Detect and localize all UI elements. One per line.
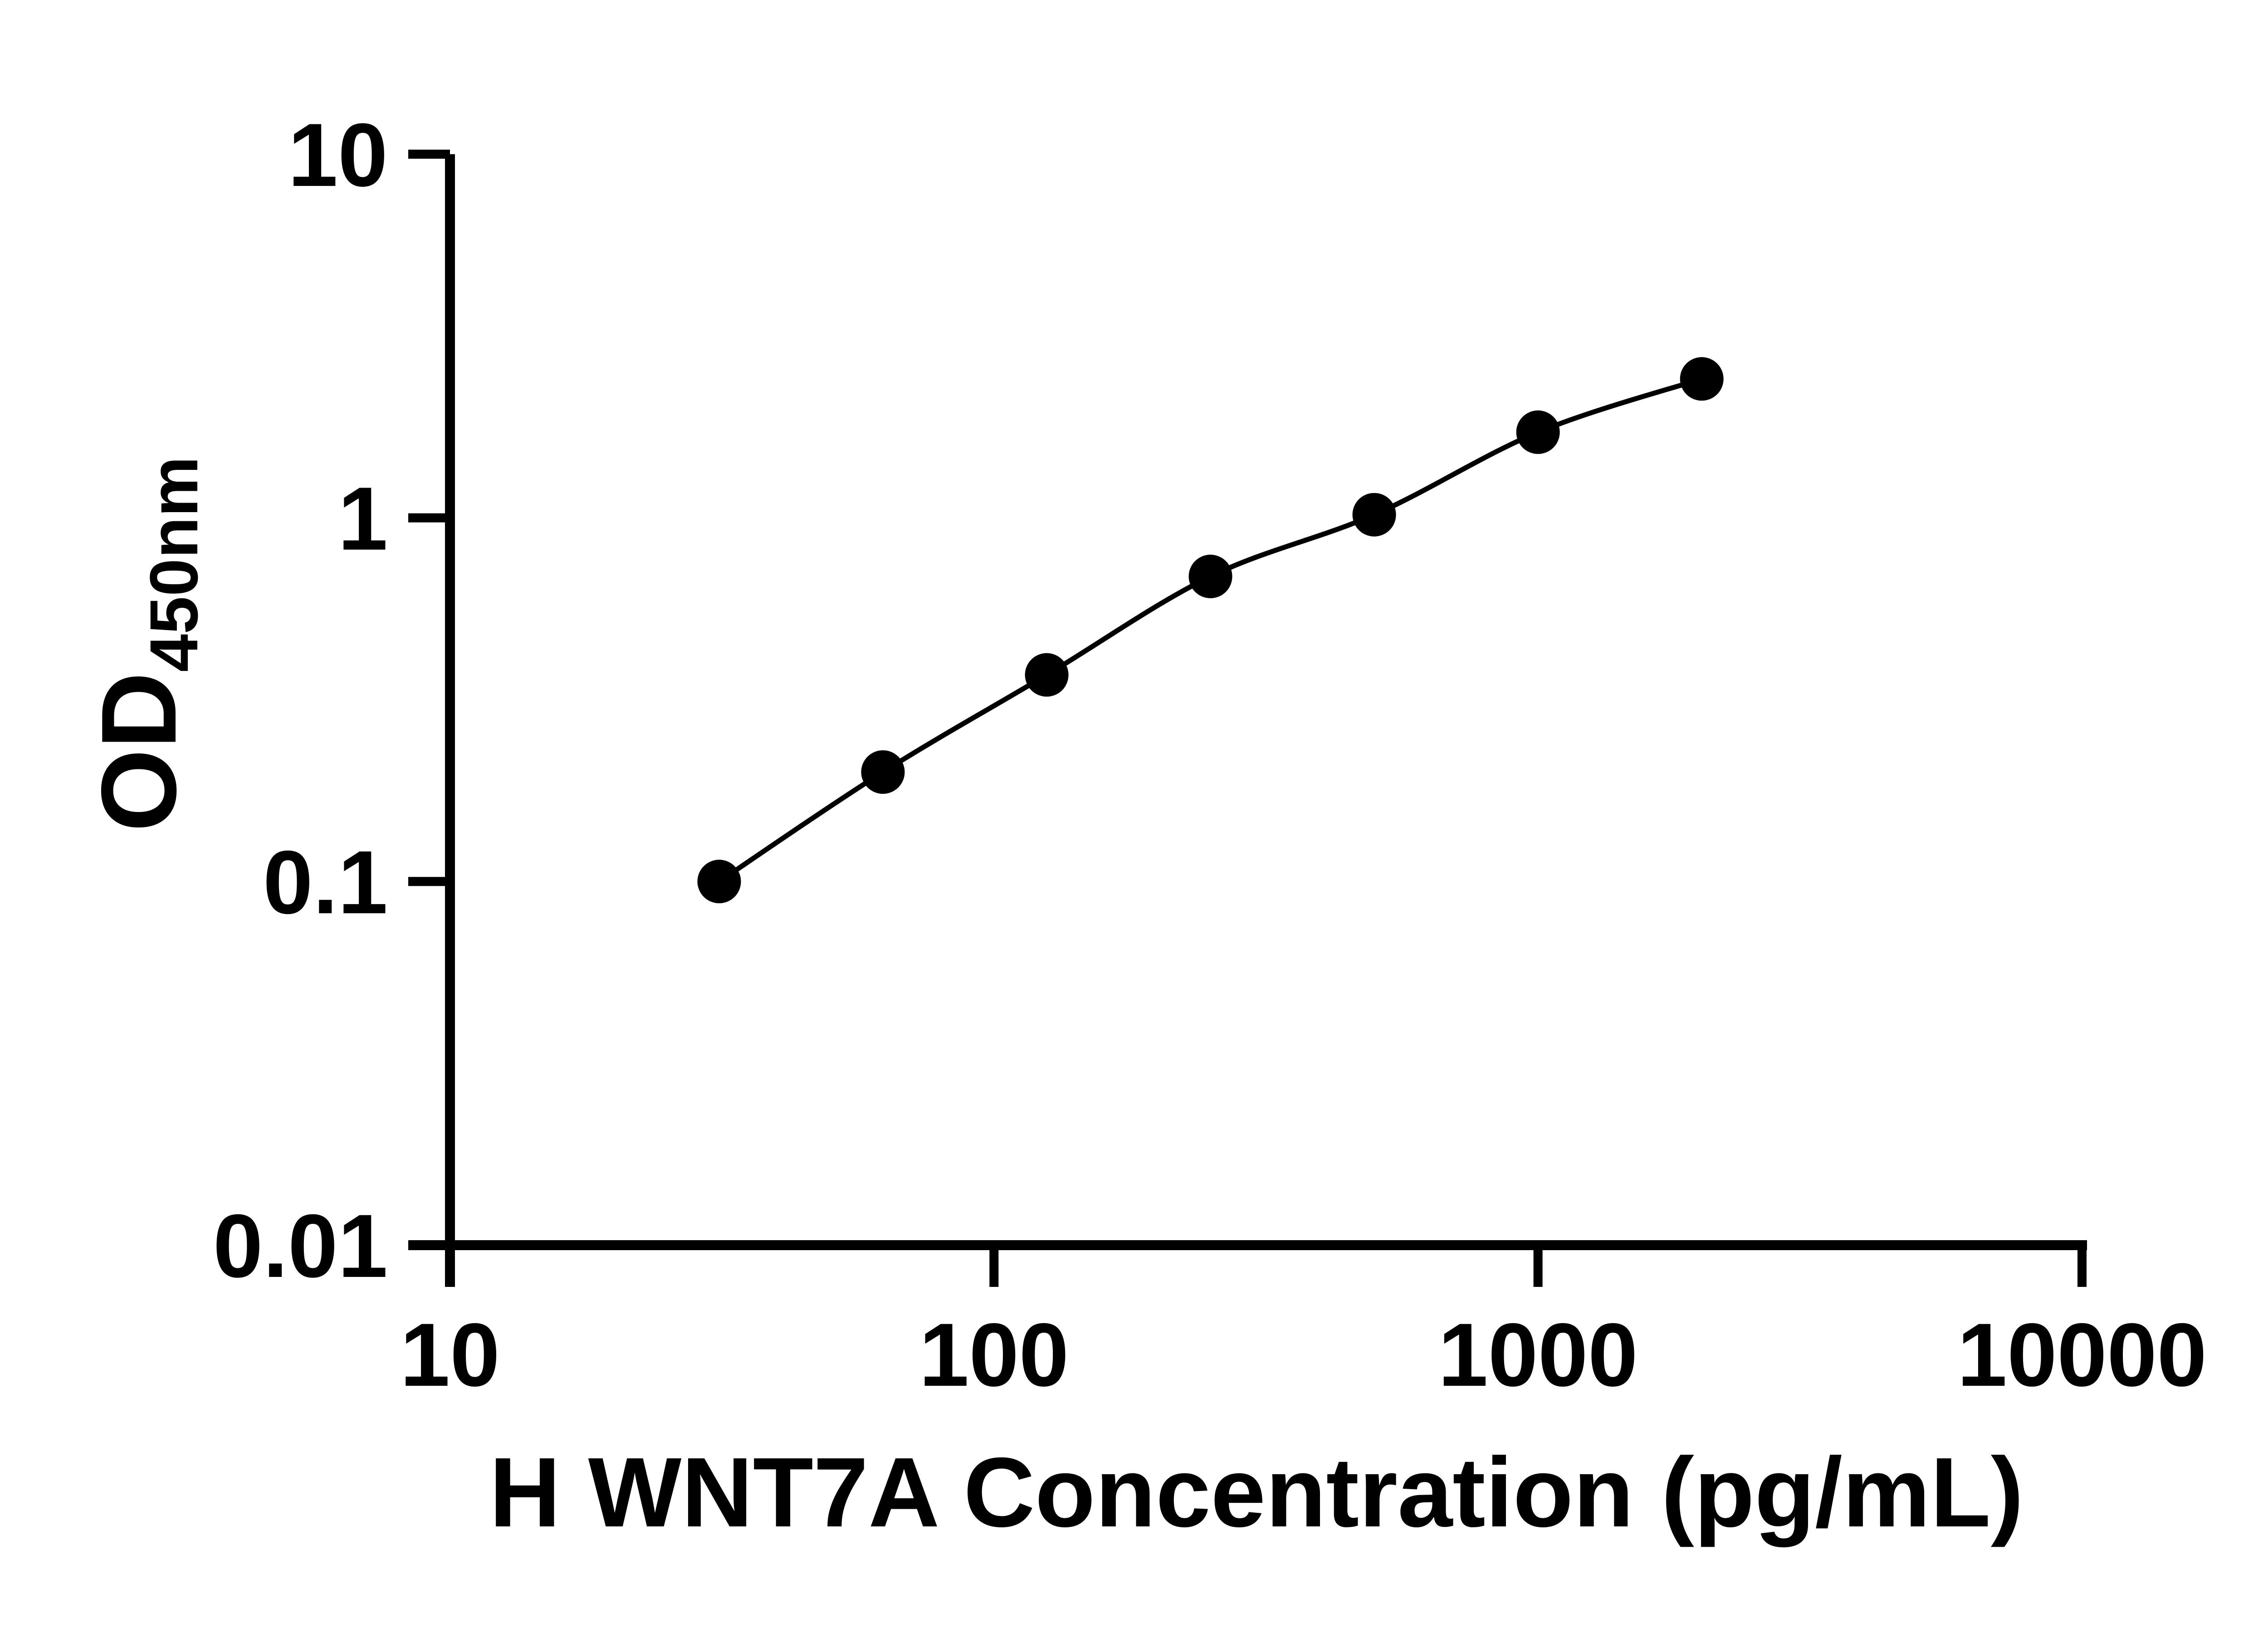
tick-labels: 10 100 1000 10000 10 1 0.1 0.01 bbox=[213, 105, 2207, 1405]
y-tick-label: 0.1 bbox=[263, 832, 388, 932]
data-point-marker bbox=[697, 860, 741, 904]
y-tick-label: 1 bbox=[338, 469, 388, 569]
data-points bbox=[697, 357, 1724, 904]
tick-marks bbox=[408, 149, 2087, 1287]
data-point-marker bbox=[1516, 410, 1560, 454]
y-axis-title-main: OD bbox=[79, 672, 198, 832]
y-tick-label: 10 bbox=[288, 105, 388, 205]
data-point-marker bbox=[1025, 653, 1069, 697]
x-tick-label: 10000 bbox=[1957, 1305, 2207, 1405]
data-point-marker bbox=[861, 750, 905, 794]
x-axis-title: H WNT7A Concentration (pg/mL) bbox=[489, 1437, 2024, 1548]
x-tick-label: 100 bbox=[919, 1305, 1069, 1405]
data-point-marker bbox=[1352, 493, 1396, 537]
data-point-marker bbox=[1188, 554, 1232, 598]
x-tick-label: 1000 bbox=[1438, 1305, 1637, 1405]
y-tick-label: 0.01 bbox=[213, 1196, 388, 1296]
data-point-marker bbox=[1680, 357, 1724, 401]
y-axis-title-subscript: 450nm bbox=[136, 456, 212, 672]
axes bbox=[408, 154, 2087, 1287]
fitted-curve bbox=[718, 376, 1703, 884]
standard-curve-path bbox=[718, 376, 1703, 884]
x-tick-label: 10 bbox=[400, 1305, 500, 1405]
y-axis-title: OD450nm bbox=[77, 456, 213, 832]
